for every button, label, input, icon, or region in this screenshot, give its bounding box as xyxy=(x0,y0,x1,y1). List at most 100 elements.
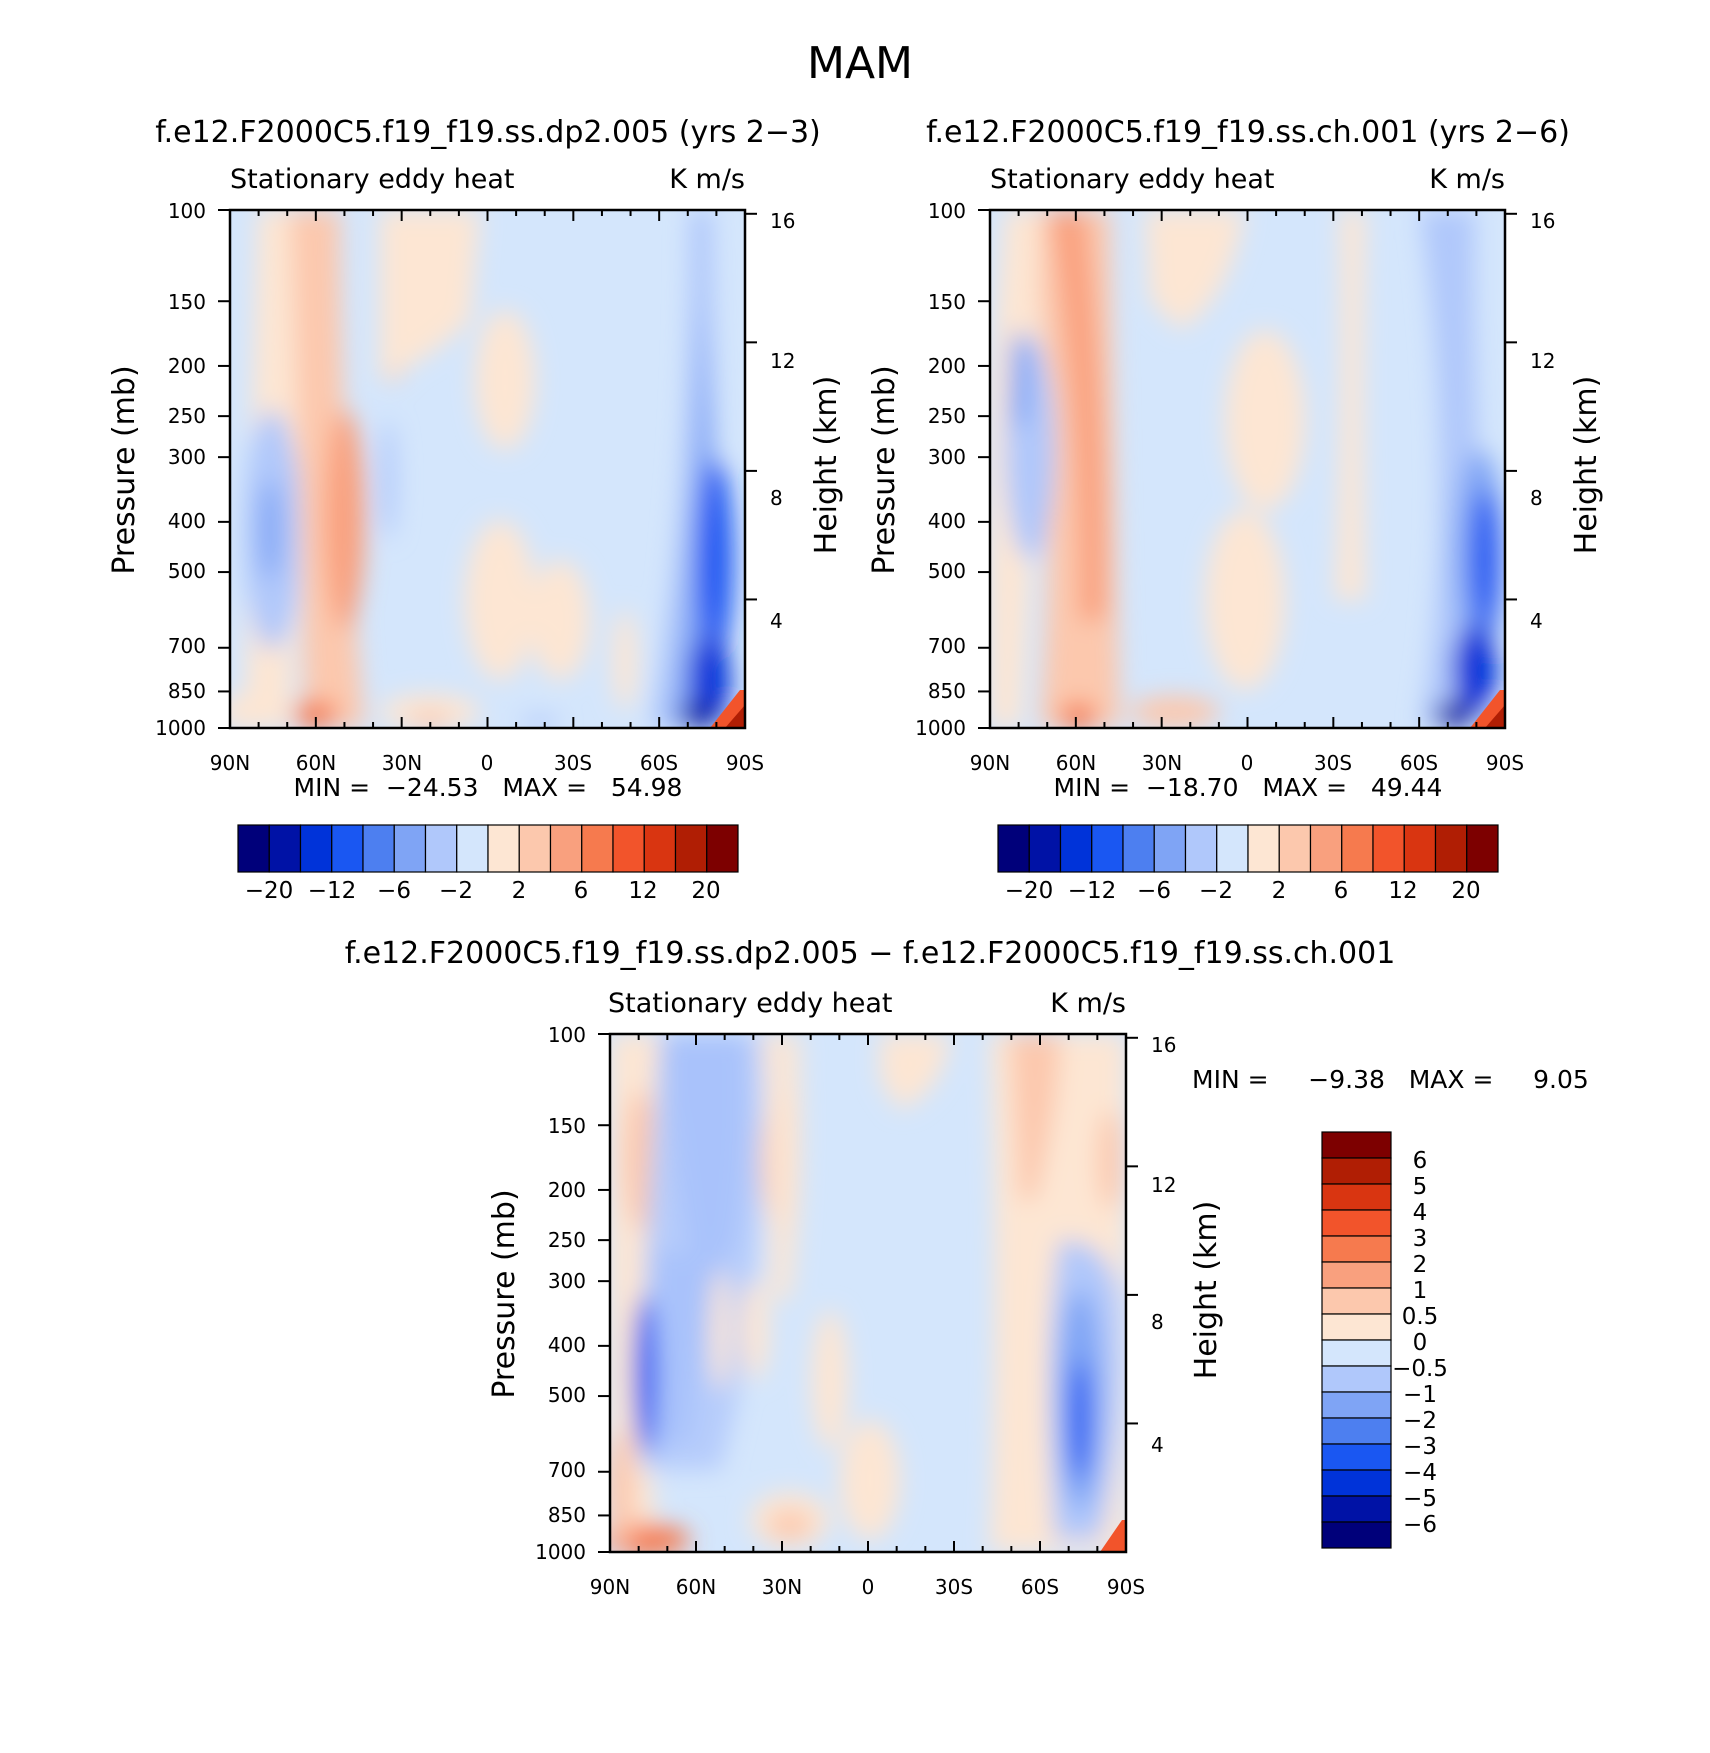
contour-blob xyxy=(1225,330,1305,510)
colorbar-label: 12 xyxy=(1388,878,1417,904)
x-tick-label: 90N xyxy=(590,1575,630,1599)
colorbar-swatch xyxy=(1321,1261,1392,1289)
contour-blob xyxy=(640,1034,762,1470)
x-tick-label: 60S xyxy=(1021,1575,1059,1599)
colorbar-swatch xyxy=(518,824,552,873)
contour-blob xyxy=(465,520,535,680)
contour-blob xyxy=(610,1430,634,1550)
colorbar-swatches xyxy=(1321,1131,1392,1549)
contour-blob xyxy=(768,1511,812,1539)
colorbar-swatch xyxy=(1321,1287,1392,1315)
page-title: MAM xyxy=(807,38,913,89)
x-tick-label: 90N xyxy=(970,751,1010,775)
colorbar-label: −0.5 xyxy=(1392,1356,1448,1382)
y-axis-left: 100 150 200 250 300 400 500 700 850 1000 xyxy=(535,1023,586,1564)
field-name-label: Stationary eddy heat xyxy=(230,164,515,195)
x-tick-label: 60S xyxy=(1400,751,1438,775)
contour-blob xyxy=(880,1034,950,1110)
contour-blob xyxy=(1435,701,1475,728)
y-right-tick-label: 16 xyxy=(1151,1033,1176,1057)
y-right-tick-label: 12 xyxy=(1530,349,1555,373)
panel-bottom-difference: f.e12.F2000C5.f19_f19.ss.dp2.005 − f.e12… xyxy=(345,936,1589,1599)
colorbar-swatches xyxy=(997,824,1499,873)
colorbar-swatch xyxy=(1321,1131,1392,1159)
colorbar-swatch xyxy=(1321,1313,1392,1341)
x-axis: 90N 60N 30N 0 30S 60S 90S xyxy=(970,751,1524,775)
x-tick-label: 30S xyxy=(1314,751,1352,775)
colorbar-label: −20 xyxy=(245,878,294,904)
contour-blob xyxy=(380,210,480,380)
colorbar-swatch xyxy=(487,824,520,873)
colorbar-swatch xyxy=(1247,824,1280,873)
x-tick-label: 60N xyxy=(296,751,336,775)
colorbar-swatch xyxy=(1321,1443,1392,1471)
colorbar-label: 6 xyxy=(574,878,589,904)
colorbar-swatch xyxy=(581,824,614,873)
y-tick-label: 1000 xyxy=(155,716,206,740)
x-axis: 90N 60N 30N 0 30S 60S 90S xyxy=(210,751,764,775)
colorbar-swatch xyxy=(706,824,739,873)
y-tick-label: 850 xyxy=(928,679,966,703)
contour-blob xyxy=(410,712,450,728)
colorbar-swatches xyxy=(237,824,739,873)
contour-blob xyxy=(760,1034,802,1300)
colorbar-label: −6 xyxy=(1137,878,1171,904)
y-tick-label: 200 xyxy=(548,1178,586,1202)
colorbar-label: 20 xyxy=(691,878,720,904)
y-axis-left: 100 150 200 250 300 400 500 700 850 1000 xyxy=(915,199,966,740)
colorbar-swatch xyxy=(1321,1417,1392,1445)
y-tick-label: 200 xyxy=(928,354,966,378)
x-tick-label: 90S xyxy=(726,751,764,775)
colorbar-label: 5 xyxy=(1413,1174,1428,1200)
y-tick-label: 150 xyxy=(548,1114,586,1138)
colorbar-label: −1 xyxy=(1403,1382,1437,1408)
y-axis-title: Pressure (mb) xyxy=(107,365,142,574)
colorbar-swatch xyxy=(1434,824,1468,873)
y-right-tick-label: 12 xyxy=(770,349,795,373)
colorbar-label: 0 xyxy=(1413,1330,1428,1356)
contour-blob xyxy=(380,694,480,728)
colorbar-label: 0.5 xyxy=(1402,1304,1439,1330)
units-label: K m/s xyxy=(1050,988,1126,1019)
contour-blob xyxy=(710,1270,730,1390)
min-max-readout: MIN = −9.38 MAX = 9.05 xyxy=(1192,1065,1589,1094)
contour-field xyxy=(230,210,745,728)
units-label: K m/s xyxy=(1429,164,1505,195)
x-tick-label: 90N xyxy=(210,751,250,775)
x-tick-label: 60N xyxy=(1056,751,1096,775)
contour-blob xyxy=(840,1420,900,1540)
contour-blob xyxy=(1098,1110,1122,1210)
colorbar-label: −2 xyxy=(439,878,473,904)
colorbar-swatch xyxy=(424,824,458,873)
colorbar-swatch xyxy=(362,824,395,873)
colorbar-swatch xyxy=(268,824,302,873)
colorbar-label: −6 xyxy=(377,878,411,904)
y-axis-title-right: Height (km) xyxy=(1189,1201,1224,1380)
contour-blob xyxy=(1130,696,1220,728)
x-tick-label: 30N xyxy=(1142,751,1182,775)
contour-blob xyxy=(680,701,720,728)
colorbar-swatch xyxy=(1403,824,1437,873)
x-tick-label: 30S xyxy=(554,751,592,775)
y-tick-label: 150 xyxy=(168,290,206,314)
colorbar-swatch xyxy=(997,824,1030,873)
colorbar: −20 −12 −6 −2 2 6 12 20 xyxy=(997,824,1499,904)
y-tick-label: 400 xyxy=(548,1333,586,1357)
contour-blob xyxy=(1145,210,1245,330)
colorbar: −20 −12 −6 −2 2 6 12 20 xyxy=(237,824,739,904)
colorbar-swatch xyxy=(1309,824,1343,873)
y-tick-label: 500 xyxy=(548,1383,586,1407)
y-axis-title: Pressure (mb) xyxy=(867,365,902,574)
x-tick-label: 0 xyxy=(1241,751,1254,775)
y-right-tick-label: 8 xyxy=(1151,1310,1164,1334)
x-tick-label: 30N xyxy=(382,751,422,775)
y-tick-label: 850 xyxy=(548,1503,586,1527)
x-tick-label: 0 xyxy=(481,751,494,775)
contour-blob xyxy=(633,1295,657,1455)
colorbar-swatch xyxy=(1321,1235,1392,1263)
panel-title: f.e12.F2000C5.f19_f19.ss.dp2.005 − f.e12… xyxy=(345,936,1396,971)
colorbar-label: 2 xyxy=(512,878,527,904)
min-max-readout: MIN = −18.70 MAX = 49.44 xyxy=(1054,773,1443,802)
contour-blob xyxy=(812,1310,848,1450)
colorbar-label: 3 xyxy=(1413,1226,1428,1252)
